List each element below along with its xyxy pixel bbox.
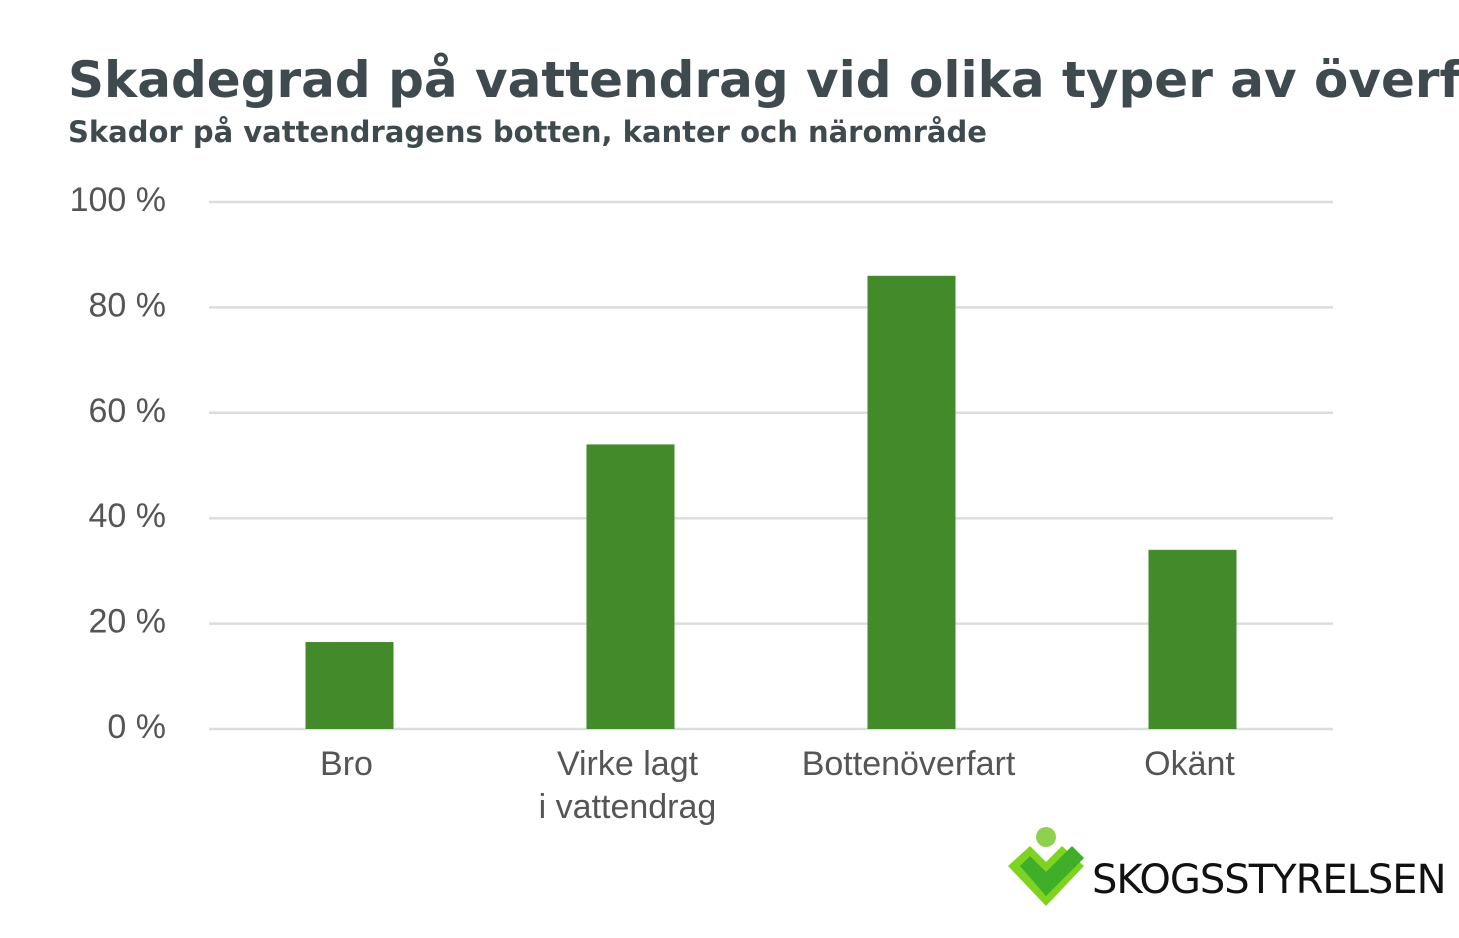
- chart-title: Skadegrad på vattendrag vid olika typer …: [68, 51, 1459, 109]
- x-tick-label: Virke lagt i vattendrag: [538, 745, 717, 826]
- y-tick-label: 100 %: [70, 181, 166, 219]
- x-tick-label: Bottenöverfart: [801, 745, 1016, 783]
- y-tick-label: 60 %: [89, 392, 167, 430]
- y-tick-label: 40 %: [89, 497, 167, 535]
- logo-icon: [1008, 827, 1084, 906]
- y-tick-label: 80 %: [89, 286, 167, 324]
- x-tick-label: Okänt: [1144, 745, 1235, 783]
- bar: [1148, 549, 1237, 729]
- y-tick-label: 0 %: [107, 708, 166, 746]
- bar: [867, 275, 956, 729]
- bar: [305, 642, 394, 729]
- bar: [586, 444, 675, 729]
- logo-shape: [1020, 846, 1084, 896]
- logo-text: SKOGSSTYRELSEN: [1092, 857, 1446, 903]
- x-tick-label: Bro: [320, 745, 373, 783]
- logo-dot: [1036, 827, 1056, 847]
- chart-subtitle: Skador på vattendragens botten, kanter o…: [68, 115, 987, 149]
- y-tick-label: 20 %: [89, 603, 167, 641]
